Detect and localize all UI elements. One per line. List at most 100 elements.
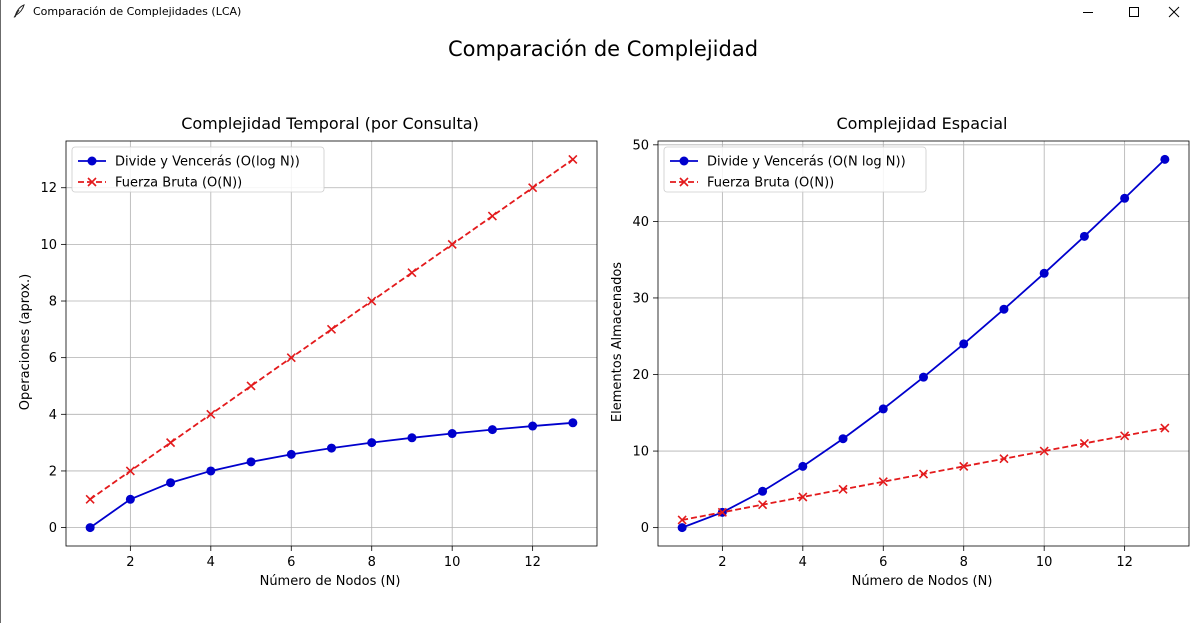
legend-label: Fuerza Bruta (O(N)) bbox=[115, 176, 242, 191]
x-axis-label: Número de Nodos (N) bbox=[260, 574, 401, 589]
y-tick-label: 8 bbox=[49, 295, 57, 310]
data-point bbox=[166, 438, 176, 448]
data-point bbox=[1120, 431, 1130, 441]
data-point bbox=[959, 339, 969, 349]
legend-label: Divide y Vencerás (O(log N)) bbox=[115, 155, 300, 170]
x-tick-label: 4 bbox=[207, 555, 215, 570]
data-point bbox=[1039, 268, 1049, 278]
maximize-button[interactable] bbox=[1111, 0, 1157, 24]
data-point bbox=[125, 494, 135, 504]
y-tick-label: 10 bbox=[40, 238, 57, 253]
title-bar[interactable]: Comparación de Complejidades (LCA) bbox=[1, 0, 1196, 24]
legend-box bbox=[663, 146, 927, 193]
data-point bbox=[838, 434, 848, 444]
legend-label: Fuerza Bruta (O(N)) bbox=[707, 176, 834, 191]
y-tick-label: 0 bbox=[641, 521, 649, 536]
y-tick-label: 30 bbox=[632, 291, 649, 306]
legend-marker bbox=[87, 177, 97, 187]
x-tick-label: 8 bbox=[368, 555, 376, 570]
data-point bbox=[918, 469, 929, 479]
data-point bbox=[1079, 231, 1089, 241]
data-point bbox=[286, 449, 296, 459]
data-point bbox=[125, 466, 135, 476]
x-tick-label: 10 bbox=[444, 555, 461, 570]
data-point bbox=[1160, 423, 1170, 433]
legend-marker bbox=[87, 156, 97, 166]
data-point bbox=[1120, 193, 1130, 203]
data-point bbox=[206, 409, 216, 419]
y-tick-label: 0 bbox=[49, 521, 57, 536]
chart-title: Complejidad Espacial bbox=[837, 114, 1008, 133]
data-point bbox=[326, 324, 337, 334]
x-tick-label: 8 bbox=[960, 555, 968, 570]
y-tick-label: 50 bbox=[632, 138, 649, 153]
x-axis-label: Número de Nodos (N) bbox=[852, 574, 993, 589]
data-point bbox=[919, 372, 928, 382]
data-point bbox=[999, 454, 1009, 464]
y-tick-label: 12 bbox=[40, 181, 57, 196]
temporal-complexity-chart: Complejidad Temporal (por Consulta) Núme… bbox=[18, 114, 598, 589]
data-point bbox=[798, 461, 808, 471]
close-button[interactable] bbox=[1151, 0, 1196, 24]
data-point bbox=[1039, 446, 1049, 456]
x-tick-label: 6 bbox=[287, 555, 295, 570]
data-point bbox=[717, 507, 727, 517]
close-icon bbox=[1168, 6, 1180, 18]
data-point bbox=[677, 523, 687, 533]
data-point bbox=[206, 466, 216, 476]
chart-title: Complejidad Temporal (por Consulta) bbox=[181, 114, 479, 133]
data-point bbox=[1079, 438, 1089, 448]
data-point bbox=[367, 296, 377, 306]
y-tick-label: 20 bbox=[632, 368, 649, 383]
data-point bbox=[85, 494, 95, 504]
x-tick-label: 2 bbox=[126, 555, 134, 570]
x-tick-label: 4 bbox=[799, 555, 807, 570]
legend-label: Divide y Vencerás (O(N log N)) bbox=[707, 155, 906, 170]
legend-box bbox=[71, 146, 325, 193]
data-point bbox=[447, 429, 457, 439]
data-point bbox=[447, 239, 457, 249]
minimize-icon bbox=[1083, 12, 1093, 13]
data-point bbox=[878, 477, 888, 487]
data-point bbox=[487, 211, 497, 221]
data-point bbox=[1160, 154, 1170, 164]
y-tick-label: 6 bbox=[49, 351, 57, 366]
series-line-0 bbox=[681, 158, 1166, 529]
data-point bbox=[528, 183, 538, 193]
x-tick-label: 12 bbox=[1116, 555, 1133, 570]
data-point bbox=[798, 492, 808, 502]
data-point bbox=[758, 486, 768, 496]
feather-icon bbox=[13, 4, 25, 18]
axes-frame bbox=[657, 140, 1190, 547]
maximize-icon bbox=[1129, 7, 1139, 17]
data-point bbox=[286, 353, 296, 363]
data-point bbox=[959, 461, 969, 471]
data-point bbox=[999, 304, 1009, 314]
data-point bbox=[407, 268, 417, 278]
axes-frame bbox=[65, 140, 598, 547]
data-point bbox=[246, 457, 256, 467]
y-tick-label: 2 bbox=[49, 464, 57, 479]
data-point bbox=[246, 381, 256, 391]
data-point bbox=[166, 478, 176, 488]
series-line-0 bbox=[89, 421, 573, 529]
y-tick-label: 4 bbox=[49, 408, 57, 423]
data-point bbox=[878, 404, 888, 414]
x-tick-label: 10 bbox=[1036, 555, 1053, 570]
minimize-button[interactable] bbox=[1065, 0, 1111, 24]
x-tick-label: 6 bbox=[879, 555, 887, 570]
data-point bbox=[487, 425, 497, 435]
data-point bbox=[85, 523, 95, 533]
data-point bbox=[758, 500, 768, 510]
data-point bbox=[568, 154, 578, 164]
legend-marker bbox=[679, 177, 689, 187]
data-point bbox=[528, 421, 538, 431]
y-axis-label: Elementos Almacenados bbox=[610, 262, 625, 422]
y-tick-label: 40 bbox=[632, 215, 649, 230]
x-tick-label: 12 bbox=[524, 555, 541, 570]
data-point bbox=[367, 438, 377, 448]
data-point bbox=[327, 443, 336, 453]
data-point bbox=[568, 418, 578, 428]
y-tick-label: 10 bbox=[632, 445, 649, 460]
